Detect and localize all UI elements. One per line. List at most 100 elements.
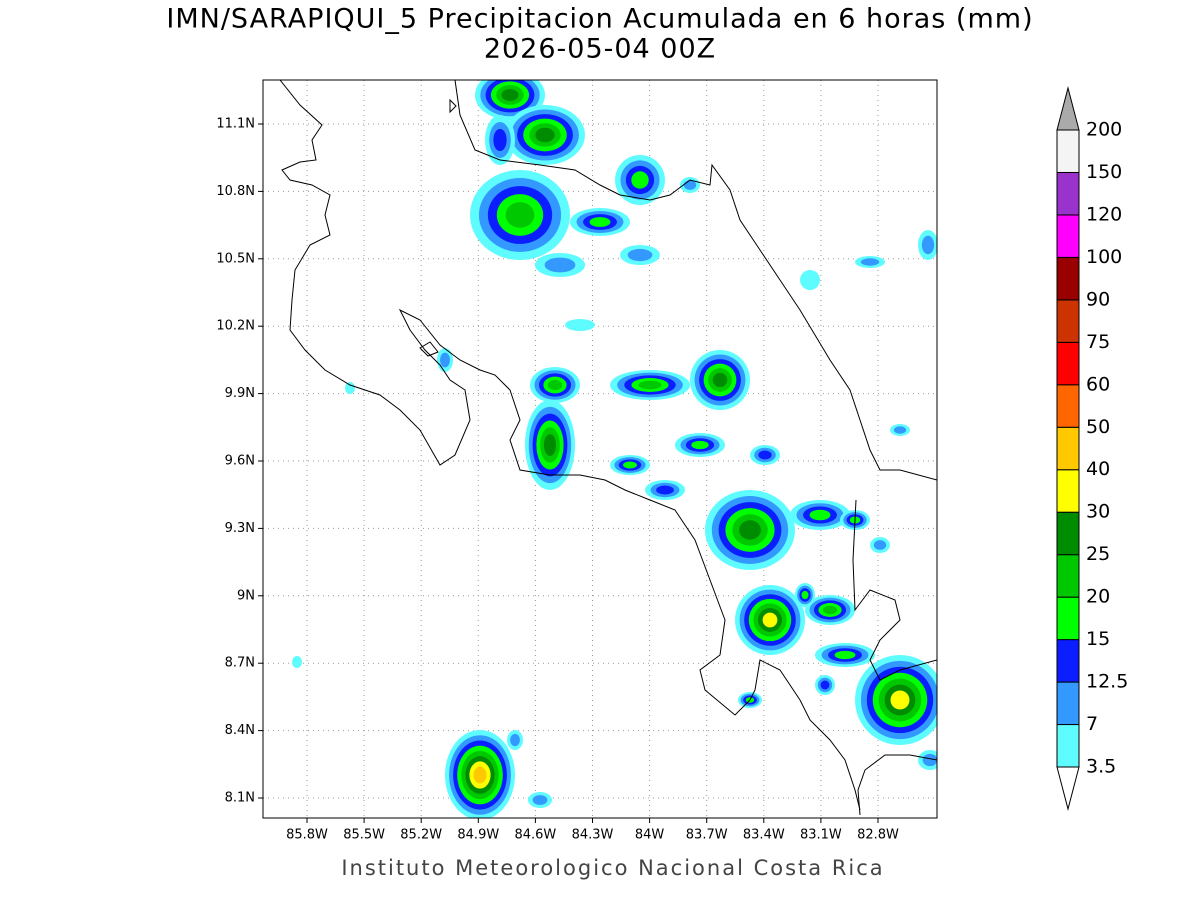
colorbar-segment: [1056, 384, 1080, 428]
coastline: [279, 80, 861, 811]
colorbar-segment: [1056, 724, 1080, 768]
colorbar-segment: [1056, 171, 1080, 216]
lat-label: 8.4N: [225, 723, 255, 738]
lon-label: 85.2W: [400, 828, 442, 843]
lat-label: 8.7N: [225, 656, 255, 671]
colorbar-label: 3.5: [1086, 756, 1116, 778]
axis-ticks: 85.8W 85.5W 85.2W 84.9W 84.6W 84.3W 84W 83.7W 83…: [216, 117, 899, 843]
precip-contour: [345, 382, 355, 394]
precip-contour: [440, 352, 450, 368]
precip-contour: [656, 485, 674, 495]
lon-label: 84.9W: [457, 828, 499, 843]
colorbar-label: 90: [1086, 288, 1110, 310]
precip-contour: [638, 380, 662, 390]
border: [857, 754, 937, 816]
colorbar-label: 100: [1086, 246, 1122, 268]
precip-contour: [547, 379, 563, 391]
colorbar-segment: [1056, 299, 1080, 343]
colorbar-label: 12.5: [1086, 671, 1128, 693]
precip-contour: [501, 88, 519, 102]
colorbar-label: 200: [1086, 119, 1122, 141]
colorbar-label: 30: [1086, 501, 1110, 523]
precip-contour: [860, 258, 880, 266]
colorbar-label: 40: [1086, 458, 1110, 480]
precip-contour: [834, 650, 856, 660]
precip-contour: [691, 440, 709, 450]
title: IMN/SARAPIQUI_5 Precipitacion Acumulada …: [166, 4, 1033, 35]
coastlines: [279, 80, 937, 816]
lon-label: 82.8W: [857, 828, 899, 843]
lat-label: 8.1N: [225, 791, 255, 806]
precip-contour: [762, 612, 778, 628]
colorbar-label: 50: [1086, 416, 1110, 438]
colorbar-segment: [1056, 129, 1080, 173]
colorbar-segment: [1056, 341, 1080, 386]
lon-label: 85.5W: [343, 828, 385, 843]
precip-contour: [809, 509, 831, 521]
border: [852, 499, 937, 681]
colorbar-segment: [1056, 469, 1080, 513]
precip-contour: [822, 605, 838, 615]
lon-label: 84.3W: [572, 828, 614, 843]
colorbar-over: [1056, 86, 1080, 131]
precip-contour: [565, 319, 595, 331]
island: [419, 98, 457, 357]
colorbar-segment: [1056, 554, 1080, 598]
precip-contour: [922, 753, 937, 767]
precip-contour: [505, 202, 535, 228]
colorbar-segment: [1056, 596, 1080, 641]
colorbar-label: 120: [1086, 203, 1122, 225]
grid: [263, 80, 937, 818]
precip-contour: [873, 540, 887, 550]
precip-contour: [543, 434, 557, 456]
colorbar-label: 15: [1086, 628, 1110, 650]
lon-label: 84.6W: [514, 828, 556, 843]
precip-contour: [627, 248, 653, 262]
coastline: [454, 80, 937, 481]
lat-label: 10.5N: [216, 251, 255, 266]
precip-contour: [510, 733, 520, 747]
colorbar-segment: [1056, 426, 1080, 471]
lat-label: 10.2N: [216, 319, 255, 334]
precip-contour: [535, 127, 555, 143]
precipitation-field: [292, 80, 937, 818]
colorbar-label: 25: [1086, 543, 1110, 565]
lat-label: 10.8N: [216, 184, 255, 199]
lon-label: 83.4W: [743, 828, 785, 843]
lon-label: 85.8W: [286, 828, 328, 843]
lat-label: 9N: [237, 588, 255, 603]
colorbar-label: 75: [1086, 331, 1110, 353]
precip-contour: [800, 270, 820, 290]
precip-contour: [890, 690, 910, 710]
colorbar-label: 150: [1086, 161, 1122, 183]
colorbar-segment: [1056, 639, 1080, 683]
precip-contour: [292, 656, 302, 668]
colorbar-segment: [1056, 681, 1080, 726]
precip-contour: [758, 450, 772, 460]
colorbar: 3.5 7 12.5 15 20 25 30 40 50 60 75 90 100 120 150 200: [1056, 86, 1128, 811]
precip-contour: [473, 766, 487, 784]
precip-contour: [712, 372, 728, 388]
colorbar-segment: [1056, 256, 1080, 301]
precip-contour: [820, 680, 830, 690]
lat-label: 9.9N: [225, 386, 255, 401]
lat-label: 9.6N: [225, 454, 255, 469]
precip-contour: [493, 128, 507, 152]
colorbar-label: 7: [1086, 713, 1098, 735]
lon-label: 84W: [635, 828, 665, 843]
lat-label: 11.1N: [216, 117, 255, 132]
precip-contour: [801, 590, 809, 600]
precip-contour: [544, 257, 576, 273]
map-frame: [262, 79, 938, 819]
precip-contour: [589, 217, 611, 227]
colorbar-label: 60: [1086, 373, 1110, 395]
precip-contour: [631, 171, 649, 189]
footer: Instituto Meteorologico Nacional Costa R…: [341, 856, 884, 880]
subtitle: 2026-05-04 00Z: [484, 34, 716, 65]
precip-contour: [893, 426, 907, 434]
colorbar-segment: [1056, 511, 1080, 556]
lon-label: 83.7W: [686, 828, 728, 843]
colorbar-segment: [1056, 214, 1080, 258]
precip-contour: [623, 461, 637, 469]
